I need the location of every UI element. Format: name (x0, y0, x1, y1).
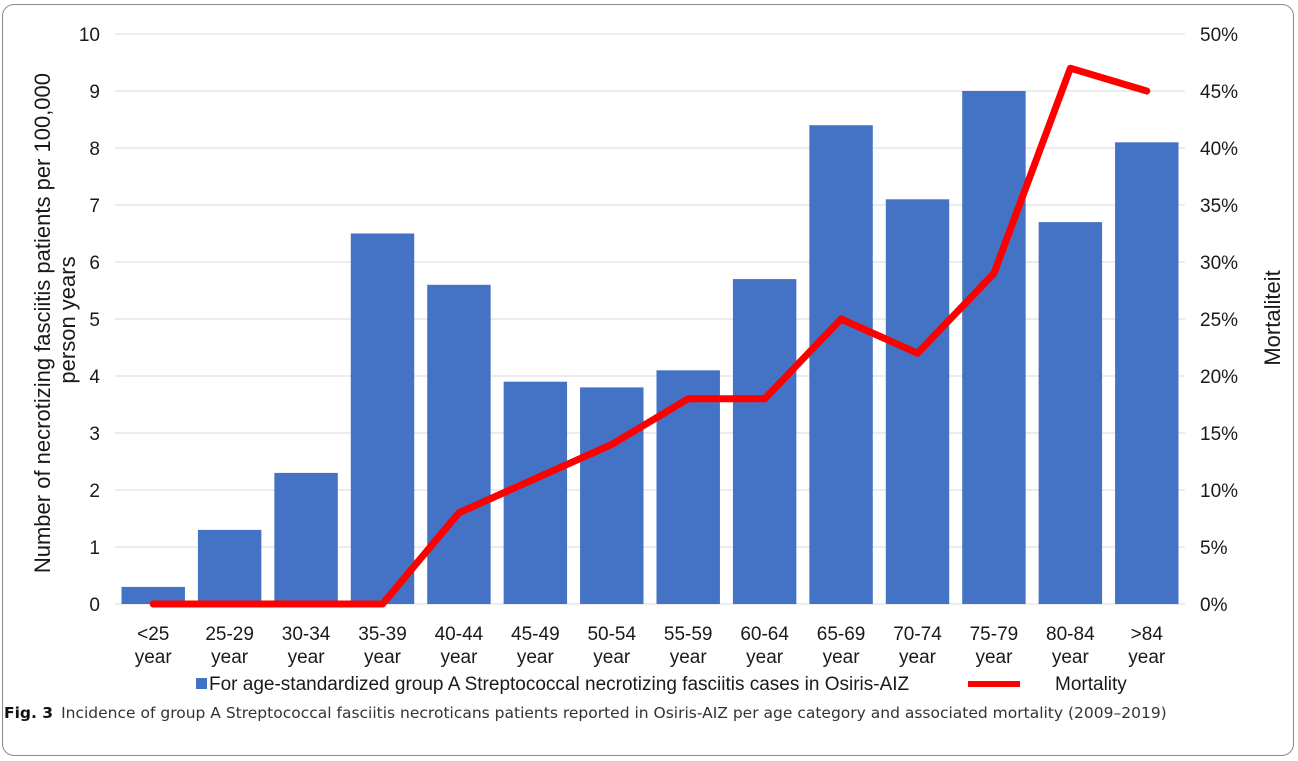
mortality-line (149, 64, 1151, 608)
left-axis-title-line-1: Number of necrotizing fasciitis patients… (30, 73, 55, 573)
mortality-point (458, 512, 460, 514)
x-axis-tick-label: 30-34 year (282, 624, 331, 668)
bar (503, 381, 568, 604)
left-axis-tick-label: 1 (89, 538, 100, 559)
mortality-point (229, 603, 231, 605)
bar (1038, 222, 1103, 604)
legend-bar-swatch (196, 678, 207, 689)
mortality-point (993, 272, 995, 274)
left-axis-title-line-2: person years (55, 256, 80, 383)
bar-series (121, 91, 1179, 605)
right-axis-tick-label: 40% (1200, 139, 1238, 160)
left-axis-tick-label: 10 (79, 25, 100, 46)
x-axis-tick-label: 60-64 year (740, 624, 789, 668)
x-axis-tick-label: 40-44 year (435, 624, 484, 668)
bar (121, 586, 185, 604)
left-axis-tick-label: 6 (89, 253, 100, 274)
mortality-point (305, 603, 307, 605)
bar (274, 472, 338, 604)
bar (350, 233, 415, 604)
right-axis-tick-label: 0% (1200, 595, 1228, 616)
right-axis-tick-label: 45% (1200, 82, 1238, 103)
mortality-point (1069, 67, 1071, 69)
left-axis-tick-label: 2 (89, 481, 100, 502)
left-axis-tick-label: 3 (89, 424, 100, 445)
mortality-point (382, 603, 383, 605)
mortality-point (152, 603, 154, 605)
x-axis-tick-label: 70-74 year (893, 624, 942, 668)
right-axis-tick-label: 35% (1200, 196, 1238, 217)
right-axis-title: Mortaliteit (1260, 270, 1285, 365)
left-axis-title: Number of necrotizing fasciitis patients… (30, 67, 80, 573)
left-axis-tick-label: 5 (89, 310, 100, 331)
x-axis-tick-label: >84 year (1128, 624, 1166, 668)
mortality-point (687, 398, 689, 400)
mortality-point (1146, 90, 1148, 92)
bar (427, 284, 491, 604)
right-axis-tick-label: 10% (1200, 481, 1238, 502)
x-axis-tick-label: 25-29 year (205, 624, 254, 668)
x-axis-tick-label: 35-39 year (358, 624, 407, 668)
figure-caption-text: Incidence of group A Streptococcal fasci… (61, 704, 1167, 722)
bar (809, 125, 873, 604)
bar (580, 387, 644, 604)
mortality-line-series (149, 64, 1151, 608)
mortality-point (917, 352, 918, 354)
mortality-point (534, 478, 536, 480)
right-axis-tick-label: 25% (1200, 310, 1238, 331)
x-axis-tick-label: 65-69 year (817, 624, 866, 668)
x-axis-ticks: <25 year 25-29 year 30-34 year 35-39 year 40-44 y… (135, 624, 1166, 668)
right-axis-tick-label: 50% (1200, 25, 1238, 46)
right-axis-tick-label: 30% (1200, 253, 1238, 274)
left-axis-tick-label: 0 (89, 595, 100, 616)
x-axis-tick-label: 75-79 year (970, 624, 1019, 668)
combo-chart: 0 1 2 3 4 5 6 7 8 9 10 0% 5% 10% 15% 20% 25% 30% 35% 40% 45… (30, 25, 1285, 695)
x-axis-tick-label: 50-54 year (587, 624, 636, 668)
x-axis-tick-label: 80-84 year (1046, 624, 1095, 668)
mortality-point (840, 318, 842, 320)
bar (962, 91, 1026, 604)
x-axis-tick-label: 45-49 year (511, 624, 560, 668)
right-axis-ticks: 0% 5% 10% 15% 20% 25% 30% 35% 40% 45% 50% (1200, 25, 1238, 616)
x-axis-tick-label: <25 year (135, 624, 173, 668)
right-axis-tick-label: 20% (1200, 367, 1238, 388)
bar (732, 279, 797, 604)
right-axis-tick-label: 5% (1200, 538, 1228, 559)
left-axis-tick-label: 8 (89, 139, 100, 160)
mortality-point (611, 443, 613, 445)
left-axis-ticks: 0 1 2 3 4 5 6 7 8 9 10 (79, 25, 101, 616)
legend-line-label: Mortality (1055, 674, 1127, 695)
bar (197, 529, 262, 604)
legend: For age-standardized group A Streptococc… (196, 674, 1127, 695)
mortality-point (764, 398, 766, 400)
left-axis-tick-label: 9 (89, 82, 100, 103)
legend-bar-label: For age-standardized group A Streptococc… (209, 674, 910, 695)
bar (656, 370, 720, 604)
x-axis-tick-label: 55-59 year (664, 624, 713, 668)
bar (885, 199, 950, 605)
left-axis-tick-label: 7 (89, 196, 100, 217)
right-axis-tick-label: 15% (1200, 424, 1238, 445)
figure-label: Fig. 3 (4, 704, 54, 722)
bar (1115, 142, 1179, 605)
left-axis-tick-label: 4 (89, 367, 100, 388)
figure-caption: Fig. 3 Incidence of group A Streptococcal… (4, 703, 1274, 724)
